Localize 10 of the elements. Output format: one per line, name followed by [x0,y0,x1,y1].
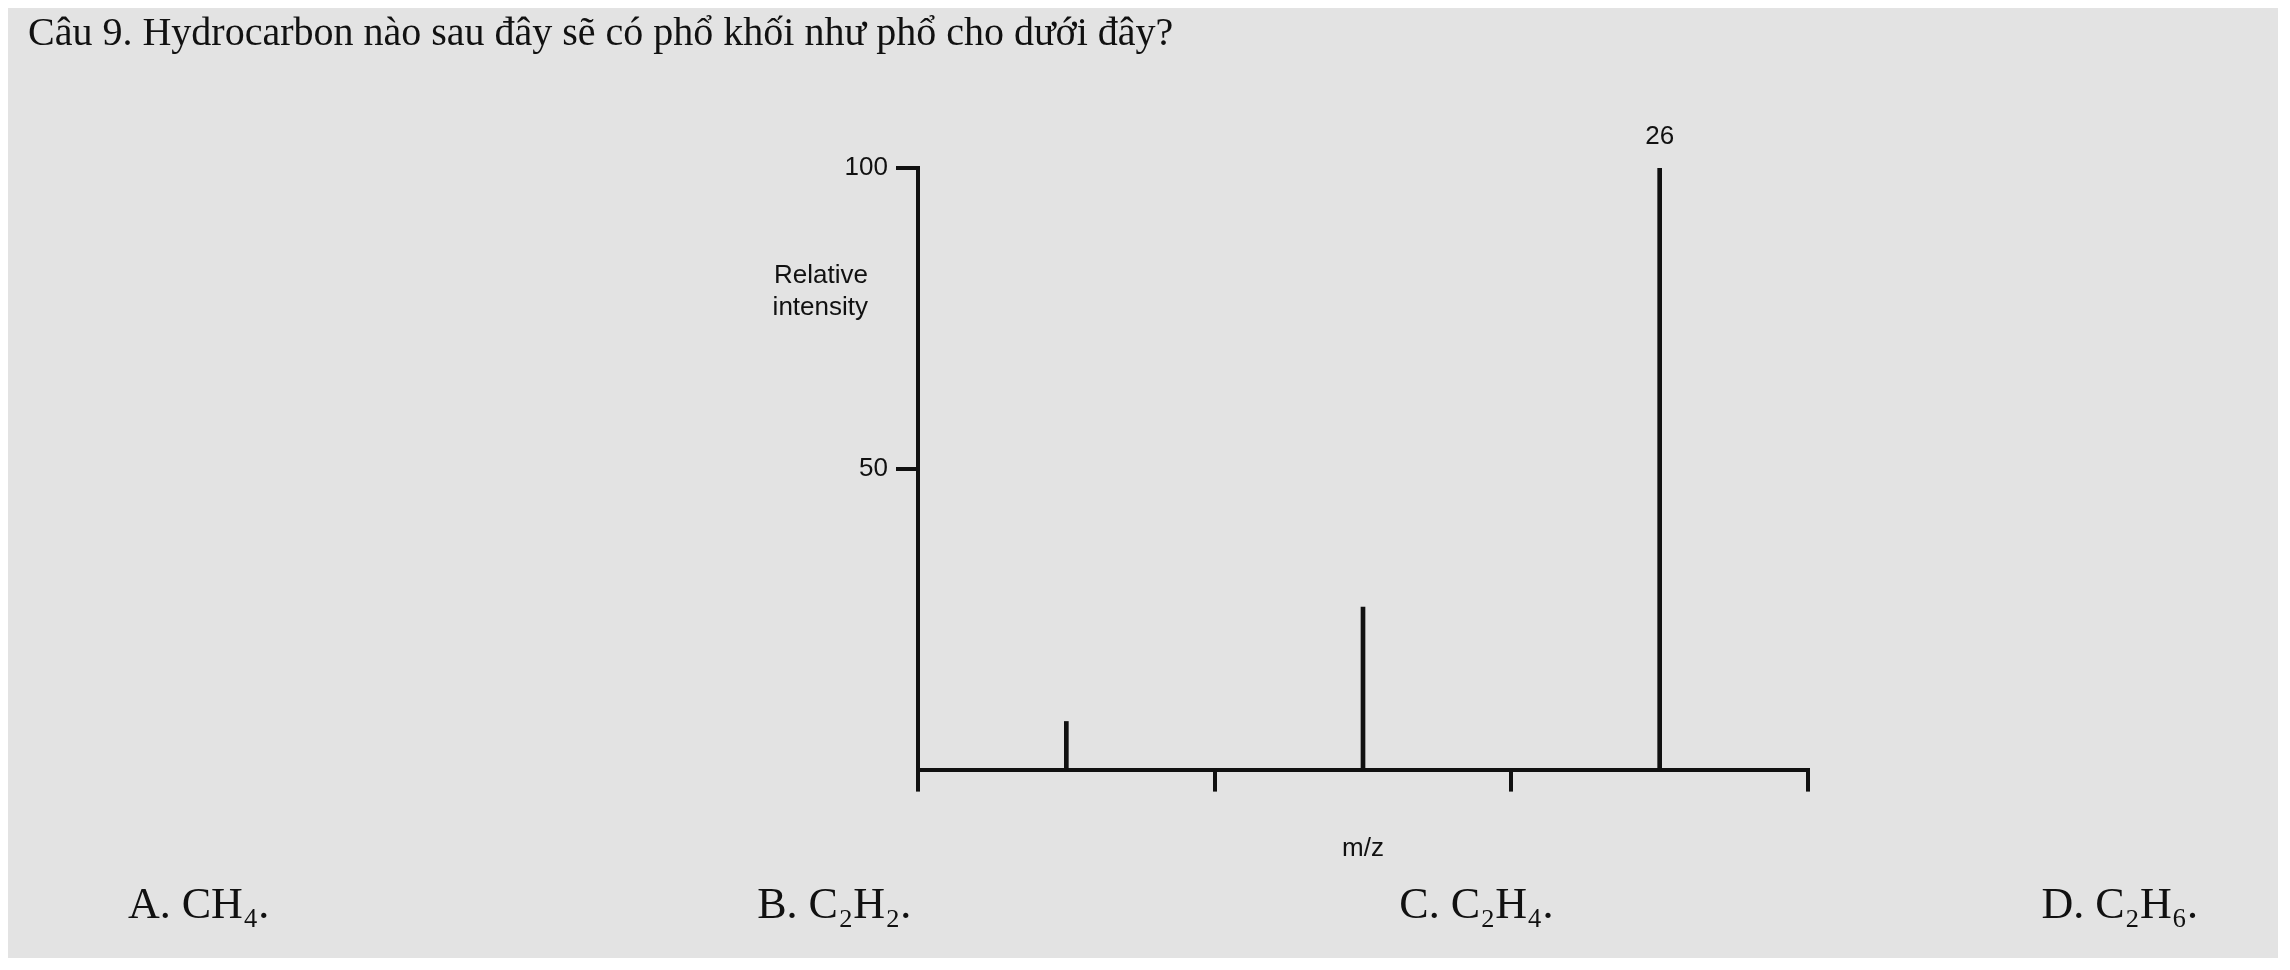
text: C. C₂H₄. [1399,878,1554,929]
x-axis-title: m/z [1342,831,1384,862]
y-tick-label: 50 [859,451,888,482]
text: A. CH₄. [128,878,270,929]
text: D. C₂H₆. [2041,878,2198,929]
y-tick-label: 100 [844,151,888,182]
y-axis-title: Relative intensity [772,259,868,322]
chart-title: Câu 9. Hydrocarbon nào sau đây sẽ có phổ khối như phổ cho dưới đây? [28,8,1174,55]
annotation: 26 [1645,120,1675,151]
text: B. C₂H₂. [757,878,912,929]
